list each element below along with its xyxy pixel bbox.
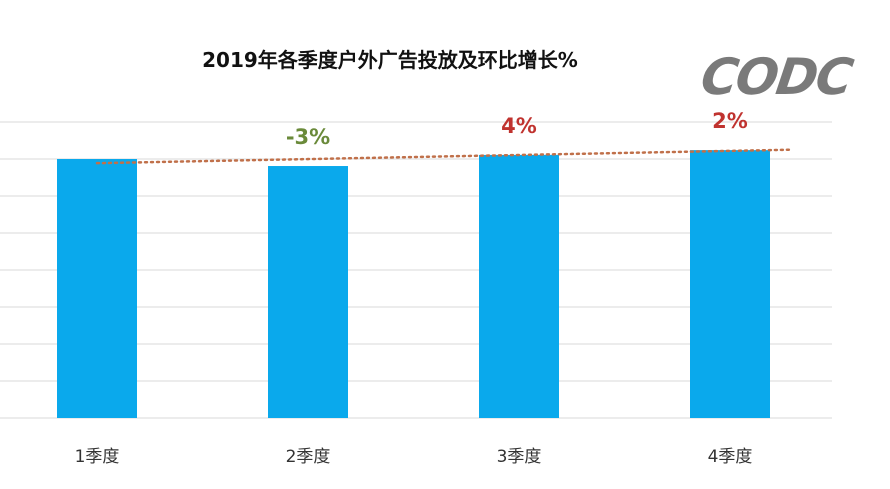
chart-title: 2019年各季度户外广告投放及环比增长%: [202, 48, 578, 72]
codc-logo: CODC: [700, 52, 857, 102]
data-label: 4%: [501, 114, 537, 138]
svg-text:CODC: CODC: [700, 52, 857, 102]
x-tick-label: 4季度: [708, 447, 753, 467]
x-tick-label: 2季度: [286, 447, 331, 467]
bar-3: [479, 154, 559, 418]
x-tick-label: 3季度: [497, 447, 542, 467]
x-tick-label: 1季度: [75, 447, 120, 467]
bar-1: [57, 159, 137, 418]
bar-4: [690, 150, 770, 418]
data-label: 2%: [712, 109, 748, 133]
bar-2: [268, 166, 348, 418]
data-label: -3%: [286, 125, 330, 149]
trendline: [95, 148, 792, 165]
